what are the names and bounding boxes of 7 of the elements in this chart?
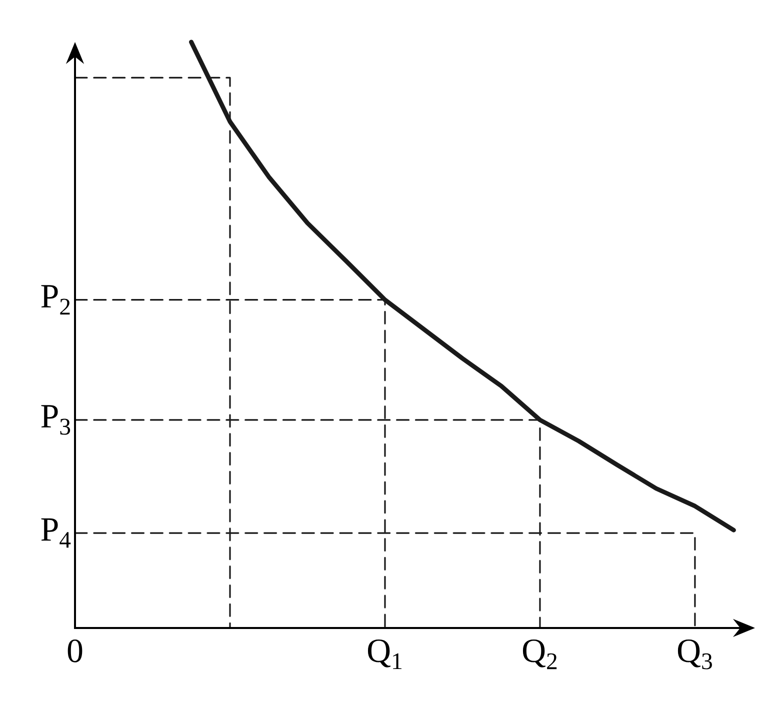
series-label: P$_{3}$ <box>41 405 70 435</box>
series-label: P$_{2}$ <box>41 285 70 314</box>
series-label: P$_{4}$ <box>41 518 71 548</box>
x-tick-label: Q$_{3}$ <box>678 639 712 670</box>
x-tick-label: Q$_{2}$ <box>522 639 557 670</box>
x-tick-label: 0 <box>68 639 82 662</box>
x-tick-label: Q$_{1}$ <box>368 639 402 670</box>
